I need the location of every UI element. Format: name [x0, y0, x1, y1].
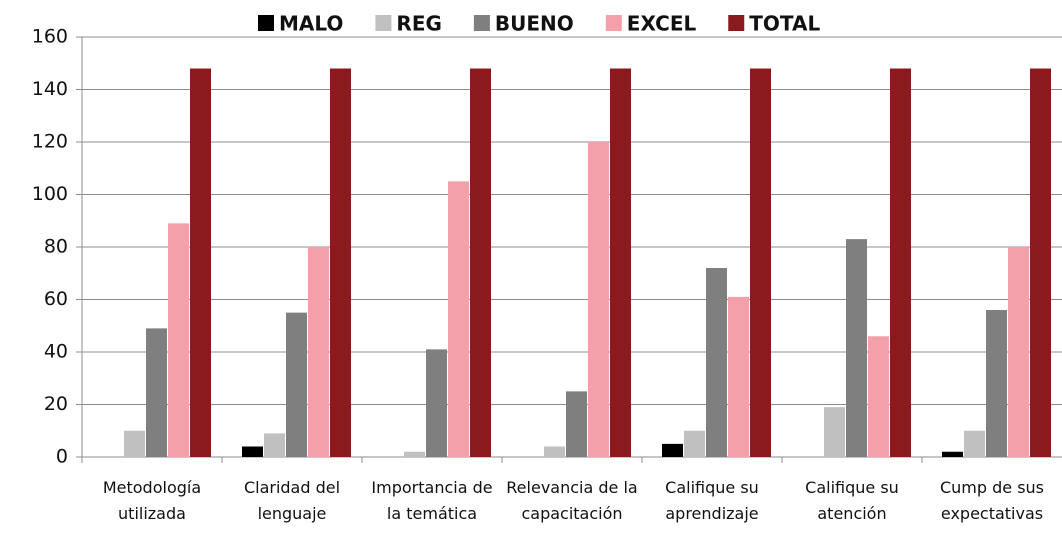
bar [588, 142, 609, 457]
y-tick-label: 100 [32, 183, 68, 205]
bar [610, 68, 631, 457]
y-tick-label: 160 [32, 26, 68, 48]
legend-swatch [728, 15, 745, 31]
bar [706, 268, 727, 457]
legend-swatch [473, 15, 490, 31]
bar [448, 181, 469, 457]
bar [964, 430, 985, 457]
x-tick-label: Metodología utilizada [102, 478, 202, 523]
legend-label: EXCEL [627, 12, 697, 36]
bar [308, 247, 329, 457]
legend-label: TOTAL [749, 12, 820, 36]
bar [662, 443, 683, 457]
x-tick-label: Cump de sus expectativas [939, 478, 1045, 523]
legend-label: REG [396, 12, 441, 36]
bar [264, 433, 285, 457]
x-tick-label: Relevancia de la capacitación [506, 478, 638, 523]
legend-label: BUENO [495, 12, 574, 36]
x-tick-label: Importancia de la temática [371, 478, 493, 523]
bar [824, 407, 845, 457]
legend-swatch [258, 15, 274, 31]
bar [684, 430, 705, 457]
legend-label: MALO [279, 12, 343, 36]
legend-swatch [605, 15, 622, 31]
x-tick-label: Califique su atención [805, 478, 899, 523]
bar [470, 68, 491, 457]
bar [846, 239, 867, 457]
bar [330, 68, 351, 457]
y-tick-label: 60 [44, 288, 68, 310]
bar [168, 223, 189, 457]
bar [986, 310, 1007, 457]
bar [750, 68, 771, 457]
bar [868, 336, 889, 457]
bar [242, 446, 263, 457]
y-tick-label: 0 [56, 446, 68, 468]
y-tick-label: 120 [32, 131, 68, 153]
bar [728, 296, 749, 457]
x-tick-label: Claridad del lenguaje [243, 478, 341, 523]
bar [124, 430, 145, 457]
bar [404, 451, 425, 457]
bar [544, 446, 565, 457]
bar [286, 312, 307, 457]
y-tick-label: 80 [44, 236, 68, 258]
bar [1008, 247, 1029, 457]
y-tick-label: 40 [44, 341, 68, 363]
bar [566, 391, 587, 457]
bar [426, 349, 447, 457]
y-tick-label: 20 [44, 393, 68, 415]
bar [890, 68, 911, 457]
bar [1030, 68, 1051, 457]
bar [942, 451, 963, 457]
legend-swatch [375, 15, 392, 31]
x-tick-label: Califique su aprendizaje [665, 478, 759, 523]
y-tick-label: 140 [32, 78, 68, 100]
bar [190, 68, 211, 457]
bar [146, 328, 167, 457]
